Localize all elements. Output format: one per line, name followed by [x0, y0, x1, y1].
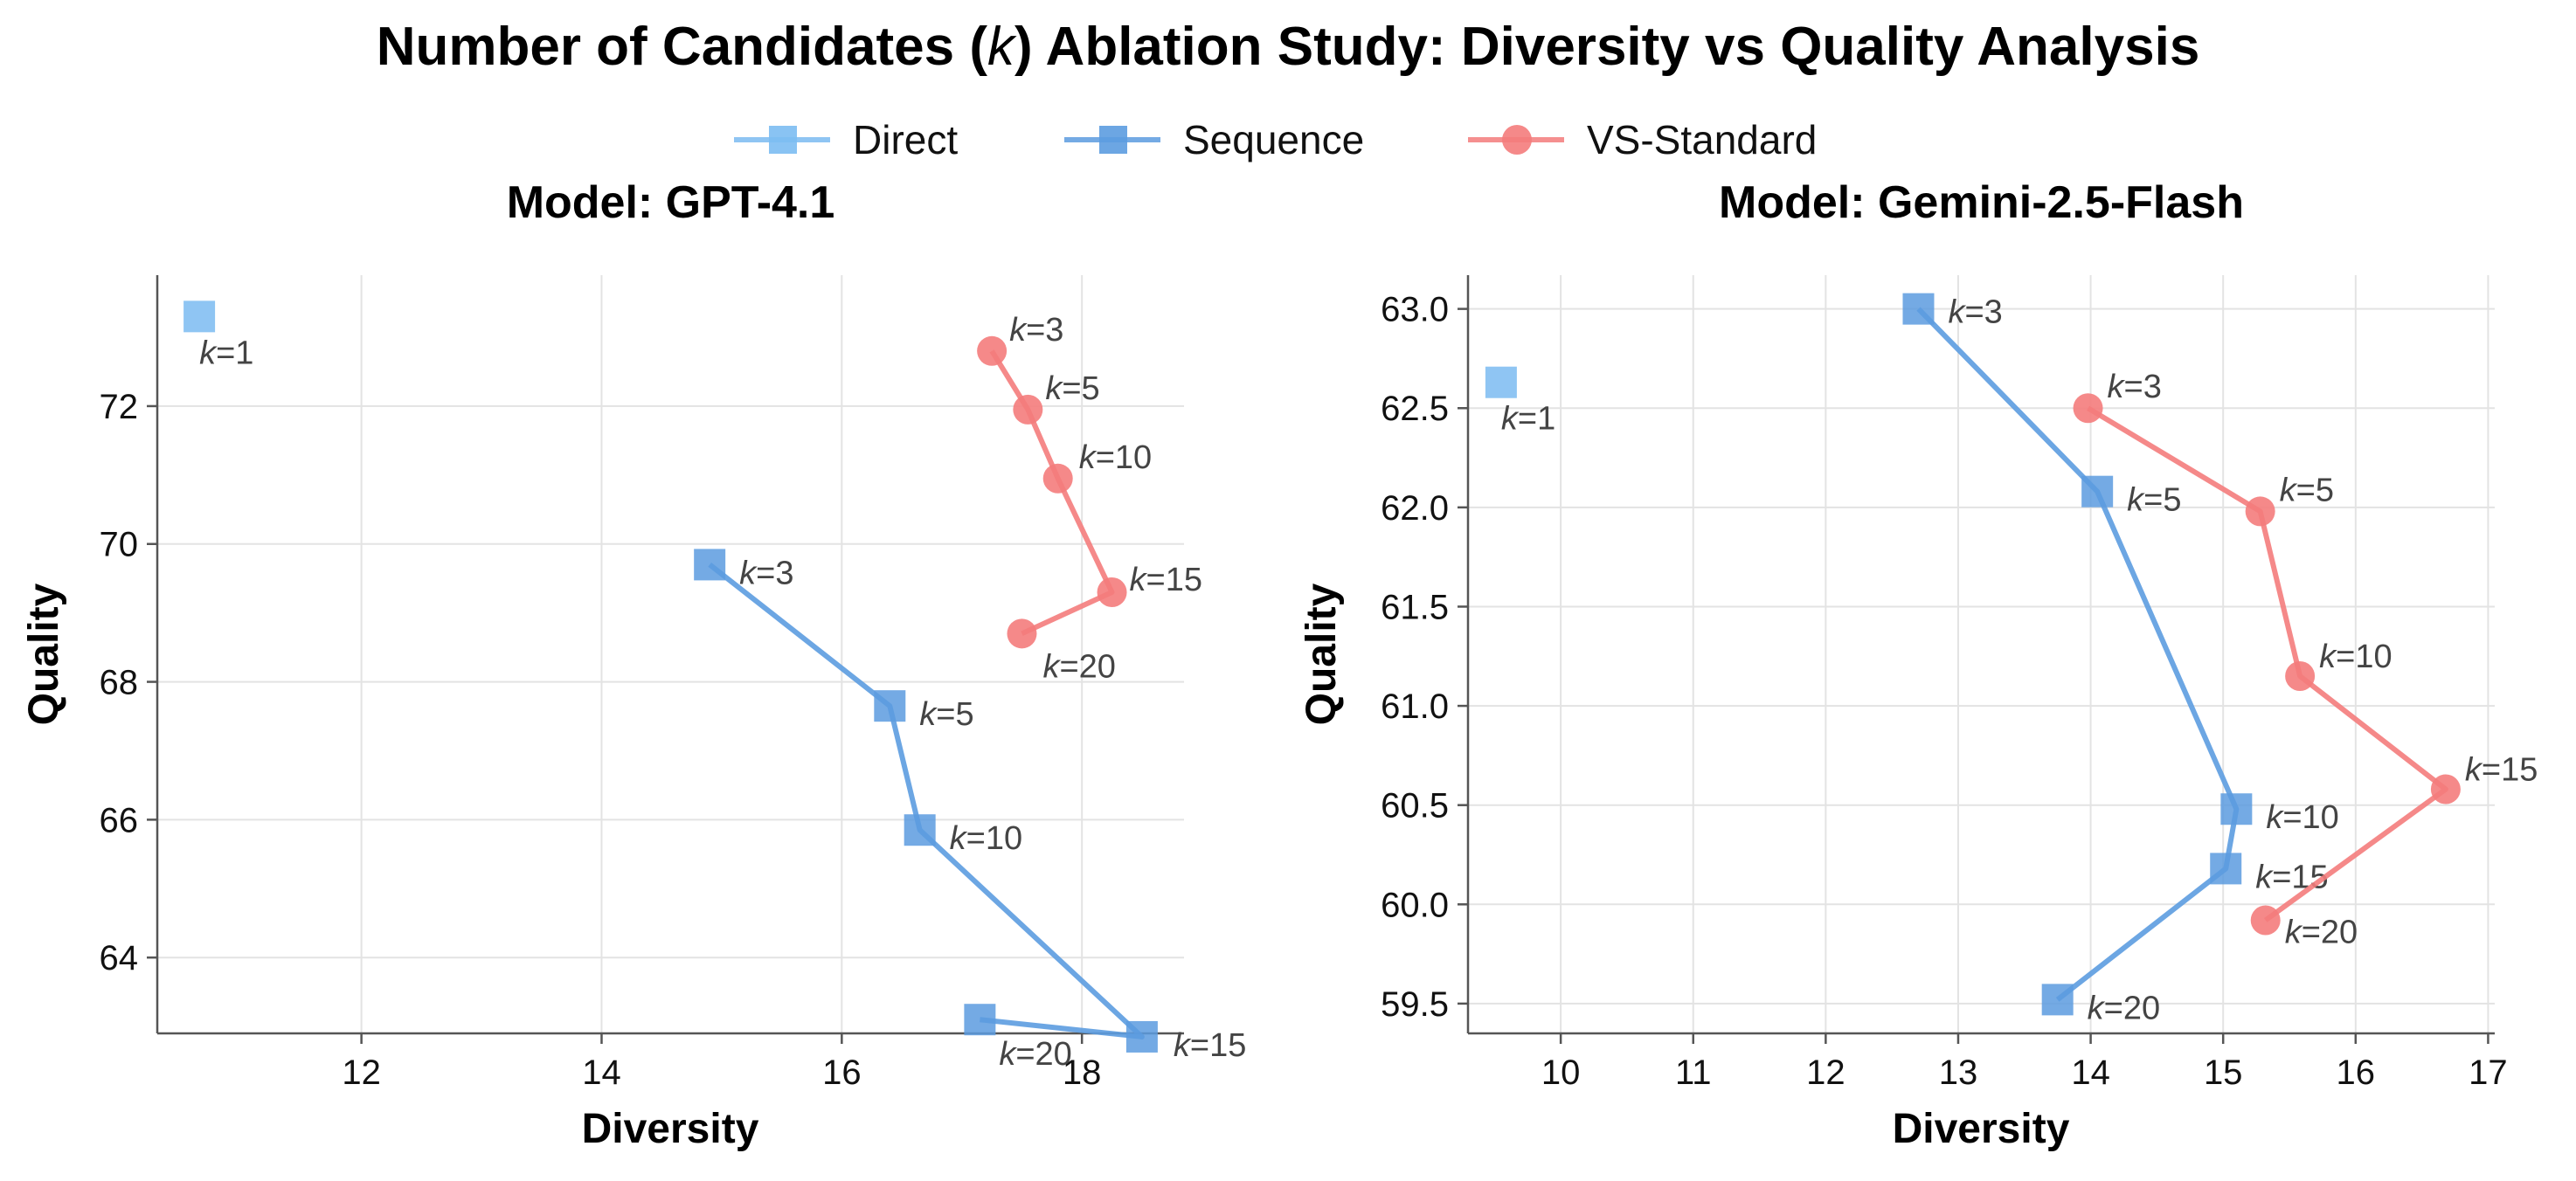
- title-post: ) Ablation Study: Diversity vs Quality A…: [1014, 17, 2200, 77]
- y-tick-label: 61.5: [1381, 588, 1449, 626]
- x-tick-label: 12: [342, 1053, 381, 1092]
- legend-item-direct: Direct: [734, 112, 958, 168]
- point-label-direct-k1: k=1: [1501, 401, 1555, 438]
- x-tick-label: 12: [1806, 1053, 1845, 1092]
- marker-sequence-k15: [1125, 1020, 1158, 1053]
- point-label-sequence-k20: k=20: [2088, 990, 2160, 1026]
- point-label-sequence-k10: k=10: [2266, 799, 2338, 836]
- x-tick-label: 16: [822, 1053, 862, 1092]
- title-k: k: [987, 17, 1014, 77]
- marker-vs-standard-k3: [977, 335, 1008, 366]
- legend-marker-direct: [734, 126, 830, 154]
- x-tick-label: 11: [1675, 1053, 1712, 1092]
- point-label-sequence-k20: k=20: [999, 1036, 1071, 1073]
- marker-sequence-k3: [1902, 293, 1935, 325]
- marker-sequence-k10: [904, 814, 936, 846]
- y-tick-label: 72: [100, 388, 139, 426]
- marker-sequence-k10: [2220, 793, 2253, 825]
- panel-title-left: Model: GPT-4.1: [506, 177, 835, 228]
- marker-vs-standard-k3: [2073, 393, 2103, 424]
- legend: Direct Sequence VS-Standard: [0, 112, 2576, 168]
- marker-vs-standard-k10: [2285, 660, 2316, 691]
- legend-label-direct: Direct: [853, 117, 959, 162]
- x-tick-label: 13: [1939, 1053, 1978, 1092]
- marker-vs-standard-k15: [1097, 577, 1127, 607]
- point-label-sequence-k10: k=10: [950, 820, 1022, 857]
- x-axis-label: Diversity: [1893, 1106, 2070, 1152]
- figure-title: Number of Candidates (k) Ablation Study:…: [0, 16, 2576, 78]
- marker-sequence-k20: [964, 1004, 996, 1036]
- y-tick-label: 59.5: [1381, 985, 1449, 1024]
- marker-vs-standard-k5: [2245, 496, 2275, 527]
- y-tick-label: 64: [100, 939, 139, 977]
- legend-item-sequence: Sequence: [1064, 112, 1364, 168]
- point-label-vs-standard-k15: k=15: [1130, 562, 1202, 598]
- x-tick-label: 10: [1541, 1053, 1581, 1092]
- point-label-vs-standard-k20: k=20: [2285, 914, 2358, 950]
- series-line-sequence: [708, 563, 1145, 1039]
- point-label-vs-standard-k5: k=5: [2280, 472, 2334, 508]
- x-axis-label: Diversity: [582, 1106, 759, 1152]
- x-tick-label: 17: [2469, 1053, 2508, 1092]
- point-label-vs-standard-k15: k=15: [2465, 752, 2538, 789]
- marker-direct-k1: [1485, 366, 1517, 398]
- marker-sequence-k20: [2041, 984, 2074, 1016]
- marker-vs-standard-k20: [1007, 618, 1037, 649]
- chart-panel-gemini: 10 11 12 13 14 15 16 17 59.5 60.0 60.5 61.0 61.5 62.0…: [1298, 275, 2538, 1152]
- point-label-sequence-k15: k=15: [2255, 859, 2328, 895]
- point-label-sequence-k3: k=3: [739, 555, 793, 591]
- legend-item-vs-standard: VS-Standard: [1468, 112, 1817, 168]
- x-tick-label: 16: [2337, 1053, 2376, 1092]
- marker-vs-standard-k10: [1042, 463, 1073, 494]
- marker-direct-k1: [184, 300, 216, 333]
- marker-sequence-k3: [694, 549, 726, 581]
- y-tick-label: 61.0: [1381, 687, 1449, 726]
- title-pre: Number of Candidates (: [376, 17, 987, 77]
- y-tick-label: 62.5: [1381, 390, 1449, 428]
- legend-label-sequence: Sequence: [1183, 117, 1365, 162]
- marker-vs-standard-k15: [2430, 774, 2461, 805]
- point-label-vs-standard-k5: k=5: [1045, 370, 1099, 407]
- x-tick-label: 14: [2071, 1053, 2110, 1092]
- legend-marker-sequence: [1064, 126, 1160, 154]
- point-label-vs-standard-k3: k=3: [1009, 312, 1063, 349]
- point-label-sequence-k5: k=5: [919, 696, 973, 733]
- x-tick-label: 18: [1063, 1053, 1102, 1092]
- chart-panel-gpt: 12 14 16 18 64 66 68 70 72 Diversity Quality k=1 k=3…: [21, 275, 1246, 1152]
- x-tick-label: 14: [582, 1053, 621, 1092]
- y-tick-label: 63.0: [1381, 291, 1449, 329]
- y-tick-label: 60.5: [1381, 787, 1449, 825]
- legend-marker-vs-standard: [1468, 125, 1564, 155]
- x-tick-label: 15: [2204, 1053, 2243, 1092]
- y-tick-label: 62.0: [1381, 489, 1449, 528]
- point-label-vs-standard-k10: k=10: [1079, 439, 1152, 476]
- y-tick-label: 66: [100, 801, 139, 839]
- point-label-sequence-k15: k=15: [1174, 1027, 1246, 1064]
- y-axis-label: Quality: [1298, 583, 1345, 725]
- legend-label-vs-standard: VS-Standard: [1587, 117, 1818, 162]
- point-label-vs-standard-k10: k=10: [2319, 639, 2392, 675]
- point-label-vs-standard-k3: k=3: [2108, 369, 2162, 405]
- y-tick-label: 60.0: [1381, 886, 1449, 924]
- marker-sequence-k5: [874, 690, 906, 722]
- point-label-sequence-k3: k=3: [1948, 294, 2002, 331]
- point-label-sequence-k5: k=5: [2127, 482, 2181, 519]
- y-axis-label: Quality: [21, 583, 67, 725]
- marker-sequence-k15: [2210, 853, 2242, 885]
- panel-title-right: Model: Gemini-2.5-Flash: [1719, 177, 2244, 228]
- marker-sequence-k5: [2081, 475, 2114, 508]
- point-label-vs-standard-k20: k=20: [1042, 648, 1115, 685]
- y-tick-label: 68: [100, 664, 139, 702]
- y-tick-label: 70: [100, 526, 139, 564]
- marker-vs-standard-k20: [2250, 905, 2281, 936]
- marker-vs-standard-k5: [1013, 394, 1043, 425]
- point-label-direct-k1: k=1: [199, 335, 253, 371]
